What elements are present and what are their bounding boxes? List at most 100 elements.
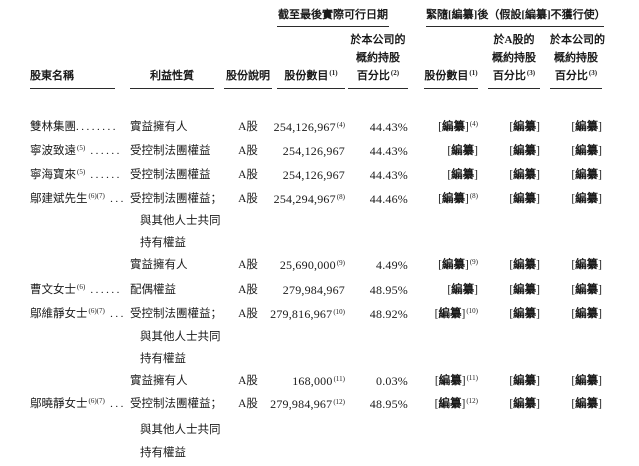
group-header-latest-practicable-date: 截至最後實際可行日期 bbox=[278, 9, 388, 21]
nature-of-interest: 配偶權益 bbox=[130, 284, 176, 296]
shares-number-lpd: 279,984,967(12) bbox=[270, 397, 345, 411]
shareholder-name: 鄔建斌先生(6)(7) ... bbox=[30, 192, 126, 205]
shares-number-after-redacted: [編纂] bbox=[447, 145, 478, 157]
pct-a-after-redacted: [編纂] bbox=[509, 284, 540, 296]
shares-number-lpd: 279,816,967(10) bbox=[270, 307, 345, 321]
col-rule-pct-company-after bbox=[550, 88, 602, 89]
col-rule-pct-company-lpd bbox=[348, 88, 408, 89]
pct-company-after-redacted: [編纂] bbox=[571, 193, 602, 205]
shares-number-after-redacted: [編纂](4) bbox=[438, 120, 478, 133]
col-header-pct-company-lpd-l1: 於本公司的 bbox=[350, 34, 406, 46]
col-rule-nature bbox=[130, 88, 214, 89]
pct-company-lpd: 44.43% bbox=[369, 144, 408, 158]
pct-a-after-redacted: [編纂] bbox=[509, 121, 540, 133]
nature-of-interest: 實益擁有人 bbox=[130, 375, 188, 387]
pct-company-after-redacted: [編纂] bbox=[571, 145, 602, 157]
col-header-pct-company-lpd-l3: 百分比(2) bbox=[356, 69, 400, 82]
col-header-share-class: 股份說明 bbox=[226, 70, 270, 82]
pct-company-lpd: 0.03% bbox=[376, 374, 408, 388]
col-header-shareholder: 股東名稱 bbox=[30, 70, 74, 82]
pct-company-lpd: 44.43% bbox=[369, 168, 408, 182]
pct-a-after-redacted: [編纂] bbox=[509, 145, 540, 157]
pct-a-after-redacted: [編纂] bbox=[509, 398, 540, 410]
shares-number-lpd: 25,690,000(9) bbox=[279, 258, 345, 272]
shares-number-lpd: 279,984,967 bbox=[282, 283, 345, 297]
group-rule-lpd bbox=[277, 26, 389, 27]
col-header-pct-a-l1: 於A股的 bbox=[493, 34, 535, 46]
col-header-shares-after: 股份數目(1) bbox=[424, 69, 478, 82]
col-rule-share-class bbox=[224, 88, 272, 89]
shares-number-lpd: 254,126,967 bbox=[282, 168, 345, 182]
nature-of-interest: 受控制法團權益； bbox=[130, 308, 222, 320]
col-header-pct-company-after-l2: 概約持股 bbox=[554, 52, 598, 64]
shares-number-after-redacted: [編纂](8) bbox=[438, 192, 478, 205]
nature-of-interest-continued: 與其他人士共同 bbox=[140, 215, 221, 227]
pct-company-lpd: 48.95% bbox=[369, 397, 408, 411]
nature-of-interest-continued: 持有權益 bbox=[140, 353, 186, 365]
col-header-shares-lpd: 股份數目(1) bbox=[284, 69, 338, 82]
shareholder-name: 寧海寶來(5) ...... bbox=[30, 168, 122, 181]
pct-company-lpd: 48.95% bbox=[369, 283, 408, 297]
nature-of-interest-continued: 持有權益 bbox=[140, 447, 186, 459]
col-rule-shareholder bbox=[30, 88, 115, 89]
nature-of-interest-continued: 與其他人士共同 bbox=[140, 331, 221, 343]
shares-number-after-redacted: [編纂](12) bbox=[434, 397, 478, 410]
col-header-pct-company-lpd-l2: 概約持股 bbox=[356, 52, 400, 64]
col-rule-pct-a bbox=[488, 88, 540, 89]
pct-company-lpd: 44.46% bbox=[369, 192, 408, 206]
pct-company-after-redacted: [編纂] bbox=[571, 375, 602, 387]
col-header-nature: 利益性質 bbox=[150, 70, 194, 82]
shareholder-name: 寧波致遠(5) ...... bbox=[30, 144, 122, 157]
nature-of-interest: 受控制法團權益； bbox=[130, 193, 222, 205]
pct-a-after-redacted: [編纂] bbox=[509, 375, 540, 387]
pct-a-after-redacted: [編纂] bbox=[509, 193, 540, 205]
share-class: A股 bbox=[238, 398, 258, 410]
shares-number-lpd: 254,126,967 bbox=[282, 144, 345, 158]
col-header-pct-a-l2: 概約持股 bbox=[492, 52, 536, 64]
col-header-pct-company-after-l3: 百分比(3) bbox=[554, 69, 598, 82]
pct-company-after-redacted: [編纂] bbox=[571, 398, 602, 410]
pct-company-lpd: 48.92% bbox=[369, 307, 408, 321]
share-class: A股 bbox=[238, 145, 258, 157]
pct-company-after-redacted: [編纂] bbox=[571, 308, 602, 320]
share-class: A股 bbox=[238, 308, 258, 320]
pct-a-after-redacted: [編纂] bbox=[509, 308, 540, 320]
nature-of-interest-continued: 持有權益 bbox=[140, 237, 186, 249]
shareholder-name: 雙林集團........ bbox=[30, 121, 118, 133]
col-header-pct-company-after-l1: 於本公司的 bbox=[550, 34, 605, 46]
pct-company-lpd: 44.43% bbox=[369, 120, 408, 134]
shares-number-lpd: 254,294,967(8) bbox=[273, 192, 345, 206]
col-rule-shares-after bbox=[424, 88, 478, 89]
shares-number-after-redacted: [編纂](10) bbox=[434, 307, 478, 320]
pct-company-after-redacted: [編纂] bbox=[571, 284, 602, 296]
pct-a-after-redacted: [編纂] bbox=[509, 259, 540, 271]
share-class: A股 bbox=[238, 121, 258, 133]
nature-of-interest-continued: 與其他人士共同 bbox=[140, 424, 221, 436]
shareholder-name: 鄔曉靜女士(6)(7) ... bbox=[30, 397, 126, 410]
share-class: A股 bbox=[238, 284, 258, 296]
shareholder-name: 鄔維靜女士(6)(7) ... bbox=[30, 307, 126, 320]
shares-number-after-redacted: [編纂](11) bbox=[434, 374, 478, 387]
share-class: A股 bbox=[238, 193, 258, 205]
shares-number-lpd: 168,000(11) bbox=[292, 374, 345, 388]
nature-of-interest: 受控制法團權益 bbox=[130, 145, 211, 157]
col-rule-shares-lpd bbox=[277, 88, 345, 89]
pct-company-after-redacted: [編纂] bbox=[571, 259, 602, 271]
share-class: A股 bbox=[238, 375, 258, 387]
shares-number-after-redacted: [編纂] bbox=[447, 284, 478, 296]
nature-of-interest: 實益擁有人 bbox=[130, 259, 188, 271]
shares-number-after-redacted: [編纂] bbox=[447, 169, 478, 181]
group-rule-after bbox=[426, 26, 604, 27]
share-class: A股 bbox=[238, 259, 258, 271]
shares-number-after-redacted: [編纂](9) bbox=[438, 258, 478, 271]
pct-company-after-redacted: [編纂] bbox=[571, 121, 602, 133]
pct-a-after-redacted: [編纂] bbox=[509, 169, 540, 181]
col-header-pct-a-l3: 百分比(3) bbox=[492, 69, 536, 82]
shareholder-name: 曹文女士(6) ...... bbox=[30, 283, 122, 296]
shares-number-lpd: 254,126,967(4) bbox=[273, 120, 345, 134]
pct-company-lpd: 4.49% bbox=[376, 258, 408, 272]
group-header-after-redacted: 緊隨[編纂]後（假設[編纂]不獲行使） bbox=[426, 9, 606, 21]
share-class: A股 bbox=[238, 169, 258, 181]
nature-of-interest: 受控制法團權益 bbox=[130, 169, 211, 181]
